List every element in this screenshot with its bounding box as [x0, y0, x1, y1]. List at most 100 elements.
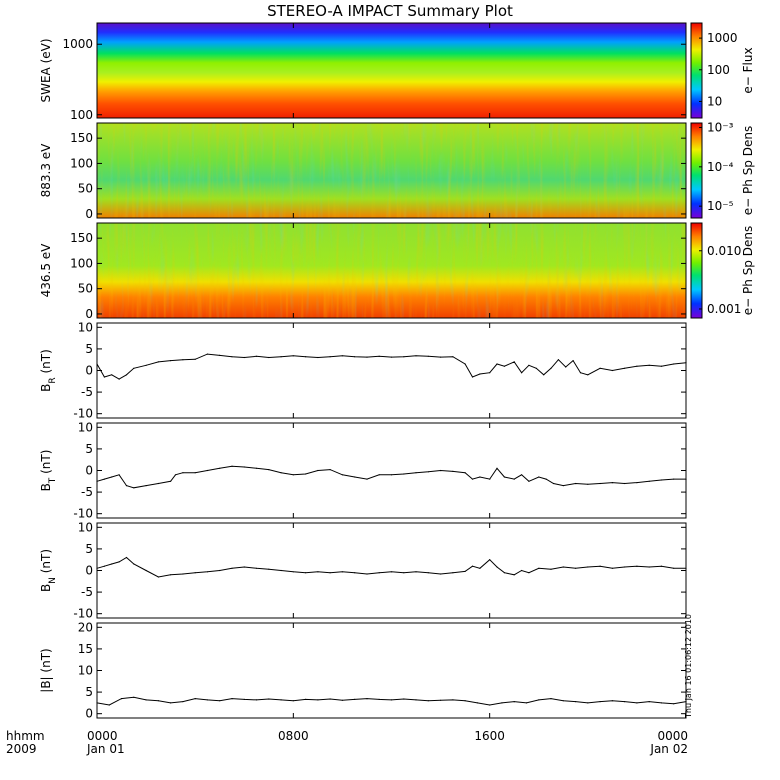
- br-data-point: [194, 358, 196, 360]
- bn-ytick-label: 0: [85, 564, 93, 578]
- bn-data-point: [562, 566, 564, 568]
- bn-ylabel-unit: (nT): [39, 549, 53, 577]
- pad883-colorbar-tick-label: 10⁻⁵: [707, 199, 734, 213]
- bmag-ylabel: |B| (nT): [39, 648, 53, 692]
- bt-ylabel-main: B: [39, 483, 53, 491]
- pad436-colorbar-tick-label: 0.010: [707, 244, 741, 258]
- bn-data-point: [243, 566, 245, 568]
- bt-data-point: [427, 471, 429, 473]
- bmag-data-point: [120, 698, 123, 700]
- br-data-point: [599, 367, 601, 369]
- bmag-data-point: [378, 698, 380, 701]
- bt-data-point: [648, 480, 650, 482]
- bn-data-point: [496, 566, 498, 568]
- bmag-data-point: [219, 700, 221, 702]
- bn-data-point: [378, 572, 380, 574]
- bn-data-point: [452, 572, 454, 574]
- br-data-point: [133, 367, 135, 369]
- bt-data-point: [145, 485, 147, 487]
- bt-data-point: [255, 467, 258, 469]
- bn-data-point: [366, 573, 368, 575]
- br-data-point: [170, 360, 172, 362]
- bt-data-point: [624, 482, 626, 485]
- bmag-data-point: [575, 701, 577, 703]
- pad883-colorbar-tick-label: 10⁻⁴: [707, 160, 734, 174]
- br-data-point: [118, 378, 120, 380]
- bn-data-point: [219, 569, 221, 572]
- pad883-colorbar-scale: [690, 122, 703, 219]
- bt-data-point: [611, 482, 614, 484]
- bt-plot-area: [97, 423, 686, 518]
- bn-data-point: [206, 571, 208, 573]
- pad436-ylabel: 436.5 eV: [39, 243, 53, 298]
- br-data-point: [496, 363, 498, 365]
- br-data-point: [572, 360, 574, 362]
- bmag-data-point: [329, 698, 331, 700]
- bmag-data-point: [550, 698, 552, 700]
- br-data-point: [317, 356, 319, 359]
- bmag-data-point: [476, 702, 478, 704]
- bt-data-point: [170, 480, 172, 482]
- xtick-label-time: 1600: [474, 729, 505, 743]
- bmag-data-point: [206, 699, 208, 701]
- bn-data-point: [305, 572, 307, 574]
- bn-data-point: [255, 567, 258, 569]
- bt-data-point: [174, 474, 177, 476]
- bn-data-point: [648, 566, 650, 568]
- bt-data-point: [464, 472, 466, 474]
- bt-ytick-label: 5: [85, 442, 93, 456]
- bmag-data-point: [562, 700, 564, 702]
- bn-data-point: [513, 574, 515, 576]
- bmag-data-point: [292, 700, 294, 702]
- pad883-texture-2: [97, 123, 686, 218]
- br-data-point: [280, 356, 282, 358]
- br-data-point: [157, 361, 159, 363]
- xtick-label-time: 0000: [657, 729, 688, 743]
- pad883-colorbar: 10⁻⁵ 10⁻⁴ 10⁻³ e− Ph Sp Dens: [690, 120, 755, 219]
- bt-data-point: [206, 469, 208, 472]
- bt-data-point: [219, 467, 221, 469]
- bmag-ylabel-unit: (nT): [39, 648, 53, 676]
- br-data-point: [503, 365, 505, 367]
- bmag-data-point: [280, 699, 282, 701]
- br-data-point: [565, 366, 567, 368]
- bmag-data-point: [243, 698, 245, 701]
- bt-ytick-label: 10: [78, 420, 93, 434]
- bt-data-point: [111, 476, 113, 478]
- bmag-data-point: [611, 700, 614, 702]
- swea-colorbar-tick-label: 100: [707, 63, 730, 77]
- bn-data-point: [170, 574, 172, 576]
- bn-data-point: [427, 572, 429, 574]
- bmag-ytick-label: 5: [85, 685, 93, 699]
- xtick-label-time: 0800: [278, 729, 309, 743]
- br-data-point: [305, 356, 307, 358]
- bn-data-point: [182, 573, 184, 575]
- bmag-data-point: [170, 702, 172, 704]
- bn-ytick-label: -10: [73, 607, 93, 621]
- pad436-ytick-label: 0: [85, 307, 93, 321]
- bn-data-point: [329, 572, 331, 574]
- bmag-data-point: [587, 702, 589, 704]
- br-data-point: [292, 355, 294, 357]
- bn-data-point: [587, 566, 589, 568]
- br-data-point: [125, 374, 128, 376]
- bt-data-point: [329, 469, 331, 471]
- bt-data-point: [133, 487, 135, 489]
- timestamp-label: Thu Jan 16 01:06:12 2010: [684, 614, 693, 719]
- bmag-ytick-label: 15: [78, 642, 93, 656]
- br-data-point: [535, 367, 537, 369]
- br-data-point: [489, 372, 491, 374]
- br-data-point: [390, 356, 393, 358]
- bn-data-point: [292, 571, 294, 573]
- bt-data-point: [378, 474, 380, 476]
- bt-data-point: [317, 469, 319, 472]
- bt-data-point: [587, 483, 589, 485]
- bn-data-point: [125, 556, 128, 559]
- bn-ylabel-main: B: [39, 584, 53, 592]
- br-data-point: [145, 364, 147, 366]
- br-data-point: [636, 365, 638, 367]
